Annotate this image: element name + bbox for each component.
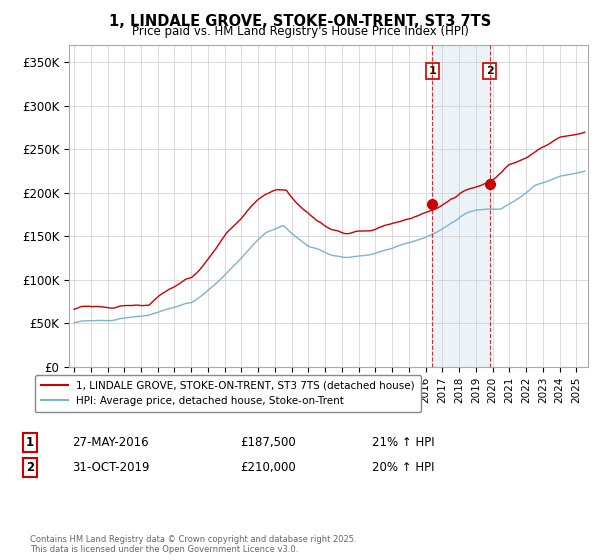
Text: 1: 1 bbox=[428, 66, 436, 76]
Text: 20% ↑ HPI: 20% ↑ HPI bbox=[372, 461, 434, 474]
Text: 31-OCT-2019: 31-OCT-2019 bbox=[72, 461, 149, 474]
Text: 27-MAY-2016: 27-MAY-2016 bbox=[72, 436, 149, 449]
Text: £210,000: £210,000 bbox=[240, 461, 296, 474]
Text: 21% ↑ HPI: 21% ↑ HPI bbox=[372, 436, 434, 449]
Text: 2: 2 bbox=[26, 461, 34, 474]
Text: £187,500: £187,500 bbox=[240, 436, 296, 449]
Text: Price paid vs. HM Land Registry's House Price Index (HPI): Price paid vs. HM Land Registry's House … bbox=[131, 25, 469, 38]
Text: Contains HM Land Registry data © Crown copyright and database right 2025.
This d: Contains HM Land Registry data © Crown c… bbox=[30, 535, 356, 554]
Legend: 1, LINDALE GROVE, STOKE-ON-TRENT, ST3 7TS (detached house), HPI: Average price, : 1, LINDALE GROVE, STOKE-ON-TRENT, ST3 7T… bbox=[35, 375, 421, 412]
Text: 1, LINDALE GROVE, STOKE-ON-TRENT, ST3 7TS: 1, LINDALE GROVE, STOKE-ON-TRENT, ST3 7T… bbox=[109, 14, 491, 29]
Text: 2: 2 bbox=[486, 66, 494, 76]
Text: 1: 1 bbox=[26, 436, 34, 449]
Bar bbox=[433, 45, 490, 367]
